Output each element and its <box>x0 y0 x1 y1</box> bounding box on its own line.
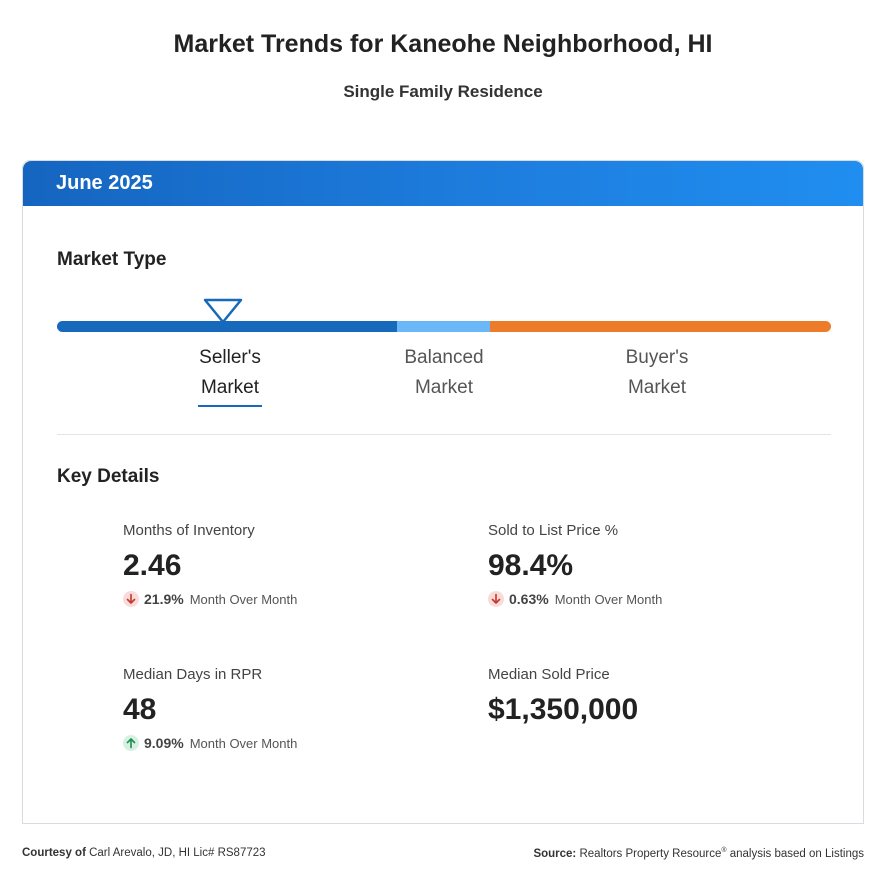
page-title: Market Trends for Kaneohe Neighborhood, … <box>173 30 713 58</box>
source-label: Source: <box>533 847 577 860</box>
balanced-market-label: Balanced Market <box>391 343 497 403</box>
arrow-down-icon <box>123 591 139 607</box>
seller-segment <box>57 321 397 332</box>
metric-value: 98.4% <box>488 549 574 582</box>
arrow-up-icon <box>123 735 139 751</box>
buyer-market-label: Buyer's Market <box>607 343 707 403</box>
metric-median-sold-price: Median Sold Price $1,350,000 <box>488 666 638 727</box>
buyer-label-line2: Market <box>627 377 687 398</box>
section-divider <box>57 434 831 435</box>
metric-sold-to-list: Sold to List Price % 98.4% 0.63% Month O… <box>488 522 662 607</box>
balanced-label-line2: Market <box>414 377 474 398</box>
metric-change-label: Month Over Month <box>189 735 298 751</box>
courtesy-text: Carl Arevalo, JD, HI Lic# RS87723 <box>89 847 266 859</box>
metric-value: $1,350,000 <box>488 693 639 726</box>
balanced-label-line1: Balanced <box>404 347 484 368</box>
period-label: June 2025 <box>56 172 153 194</box>
metric-median-days: Median Days in RPR 48 9.09% Month Over M… <box>123 666 297 751</box>
seller-market-label: Seller's Market <box>183 343 277 407</box>
buyer-label-line1: Buyer's <box>625 347 689 368</box>
metric-months-inventory: Months of Inventory 2.46 21.9% Month Ove… <box>123 522 297 607</box>
metric-change-value: 0.63% <box>509 591 549 607</box>
courtesy-label: Courtesy of <box>22 847 86 859</box>
metric-value: 2.46 <box>123 549 182 582</box>
arrow-down-icon <box>488 591 504 607</box>
seller-label-line2: Market <box>200 377 260 398</box>
metric-change: 21.9% Month Over Month <box>123 591 297 607</box>
footer-source: Source: Realtors Property Resource® anal… <box>533 847 864 860</box>
metric-change-label: Month Over Month <box>554 591 663 607</box>
metric-change-value: 9.09% <box>144 735 184 751</box>
seller-label-line1: Seller's <box>199 347 261 368</box>
metric-value: 48 <box>123 693 157 726</box>
market-type-title: Market Type <box>57 249 167 270</box>
metric-change-label: Month Over Month <box>189 591 298 607</box>
source-text: Realtors Property Resource <box>579 847 722 860</box>
metric-change: 0.63% Month Over Month <box>488 591 662 607</box>
market-indicator-icon <box>203 298 243 324</box>
metric-change: 9.09% Month Over Month <box>123 735 297 751</box>
footer-courtesy: Courtesy of Carl Arevalo, JD, HI Lic# RS… <box>22 847 266 859</box>
registered-mark: ® <box>721 847 727 854</box>
market-trends-card: June 2025 Market Type Seller's Market Ba… <box>22 160 864 824</box>
active-underline <box>198 405 262 407</box>
metric-change-value: 21.9% <box>144 591 184 607</box>
balanced-segment <box>397 321 490 332</box>
metric-label: Months of Inventory <box>123 522 255 539</box>
buyer-segment <box>490 321 831 332</box>
card-header: June 2025 <box>23 161 863 206</box>
source-text-tail: analysis based on Listings <box>729 847 864 860</box>
metric-label: Sold to List Price % <box>488 522 619 539</box>
page-subtitle: Single Family Residence <box>343 82 543 101</box>
metric-label: Median Sold Price <box>488 666 610 683</box>
metric-label: Median Days in RPR <box>123 666 263 683</box>
key-details-title: Key Details <box>57 466 160 487</box>
market-type-bar <box>57 321 831 332</box>
